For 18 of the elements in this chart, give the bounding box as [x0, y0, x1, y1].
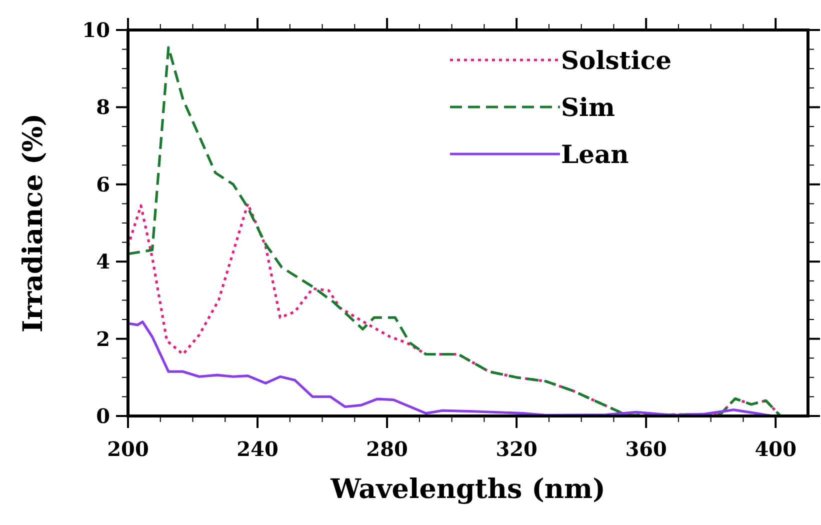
legend-label: Solstice — [561, 46, 672, 75]
legend-label: Lean — [561, 140, 629, 169]
y-axis-title: Irradiance (%) — [18, 113, 49, 333]
x-tick-label: 200 — [107, 437, 149, 461]
x-tick-label: 280 — [366, 437, 408, 461]
legend-label: Sim — [561, 92, 616, 122]
y-tick-label: 8 — [96, 95, 110, 120]
y-tick-label: 6 — [96, 172, 110, 196]
line-series — [126, 46, 782, 418]
y-tick-label: 4 — [96, 250, 110, 274]
x-tick-label: 240 — [236, 437, 278, 461]
x-tick-label: 400 — [754, 437, 796, 461]
y-tick-label: 0 — [96, 404, 110, 428]
x-tick-label: 320 — [496, 437, 538, 461]
x-axis-title: Wavelengths (nm) — [330, 474, 606, 505]
y-tick-label: 2 — [96, 326, 110, 351]
x-tick-label: 360 — [625, 437, 667, 461]
y-tick-label: 10 — [82, 18, 110, 42]
